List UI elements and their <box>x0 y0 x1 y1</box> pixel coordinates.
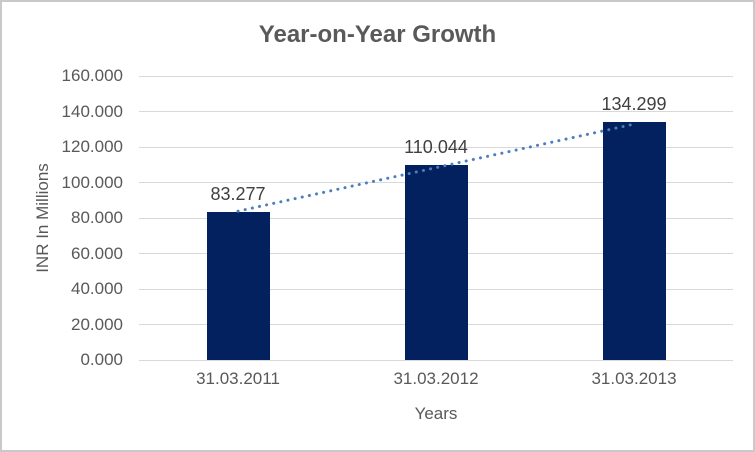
x-axis-tick-label: 31.03.2012 <box>393 369 479 388</box>
y-axis-tick-label: 100.000 <box>61 172 123 192</box>
y-axis-tick-label: 40.000 <box>71 279 123 298</box>
y-axis-tick-label: 120.000 <box>61 137 123 156</box>
gridline <box>139 111 733 112</box>
bar <box>404 164 468 360</box>
y-axis-tick-label: 140.000 <box>61 101 123 121</box>
chart-title: Year-on-Year Growth <box>258 21 497 48</box>
bar-value-label: 134.299 <box>601 93 667 114</box>
bar <box>602 121 666 360</box>
gridline <box>139 359 733 361</box>
y-axis-tick-label: 80.000 <box>71 208 123 227</box>
gridline <box>139 75 733 77</box>
bar-value-label: 83.277 <box>210 184 266 205</box>
y-axis-tick-label: 0.000 <box>80 350 123 369</box>
y-axis-tick-label: 60.000 <box>71 243 123 263</box>
y-axis-tick-label: 160.000 <box>61 66 123 85</box>
y-axis-tick-label: 20.000 <box>71 314 123 334</box>
bar <box>206 212 270 360</box>
x-axis-tick-label: 31.03.2011 <box>196 369 280 388</box>
x-axis-tick-label: 31.03.2013 <box>591 369 677 388</box>
bar-value-label: 110.044 <box>404 136 468 157</box>
x-axis-title: Years <box>414 404 458 423</box>
